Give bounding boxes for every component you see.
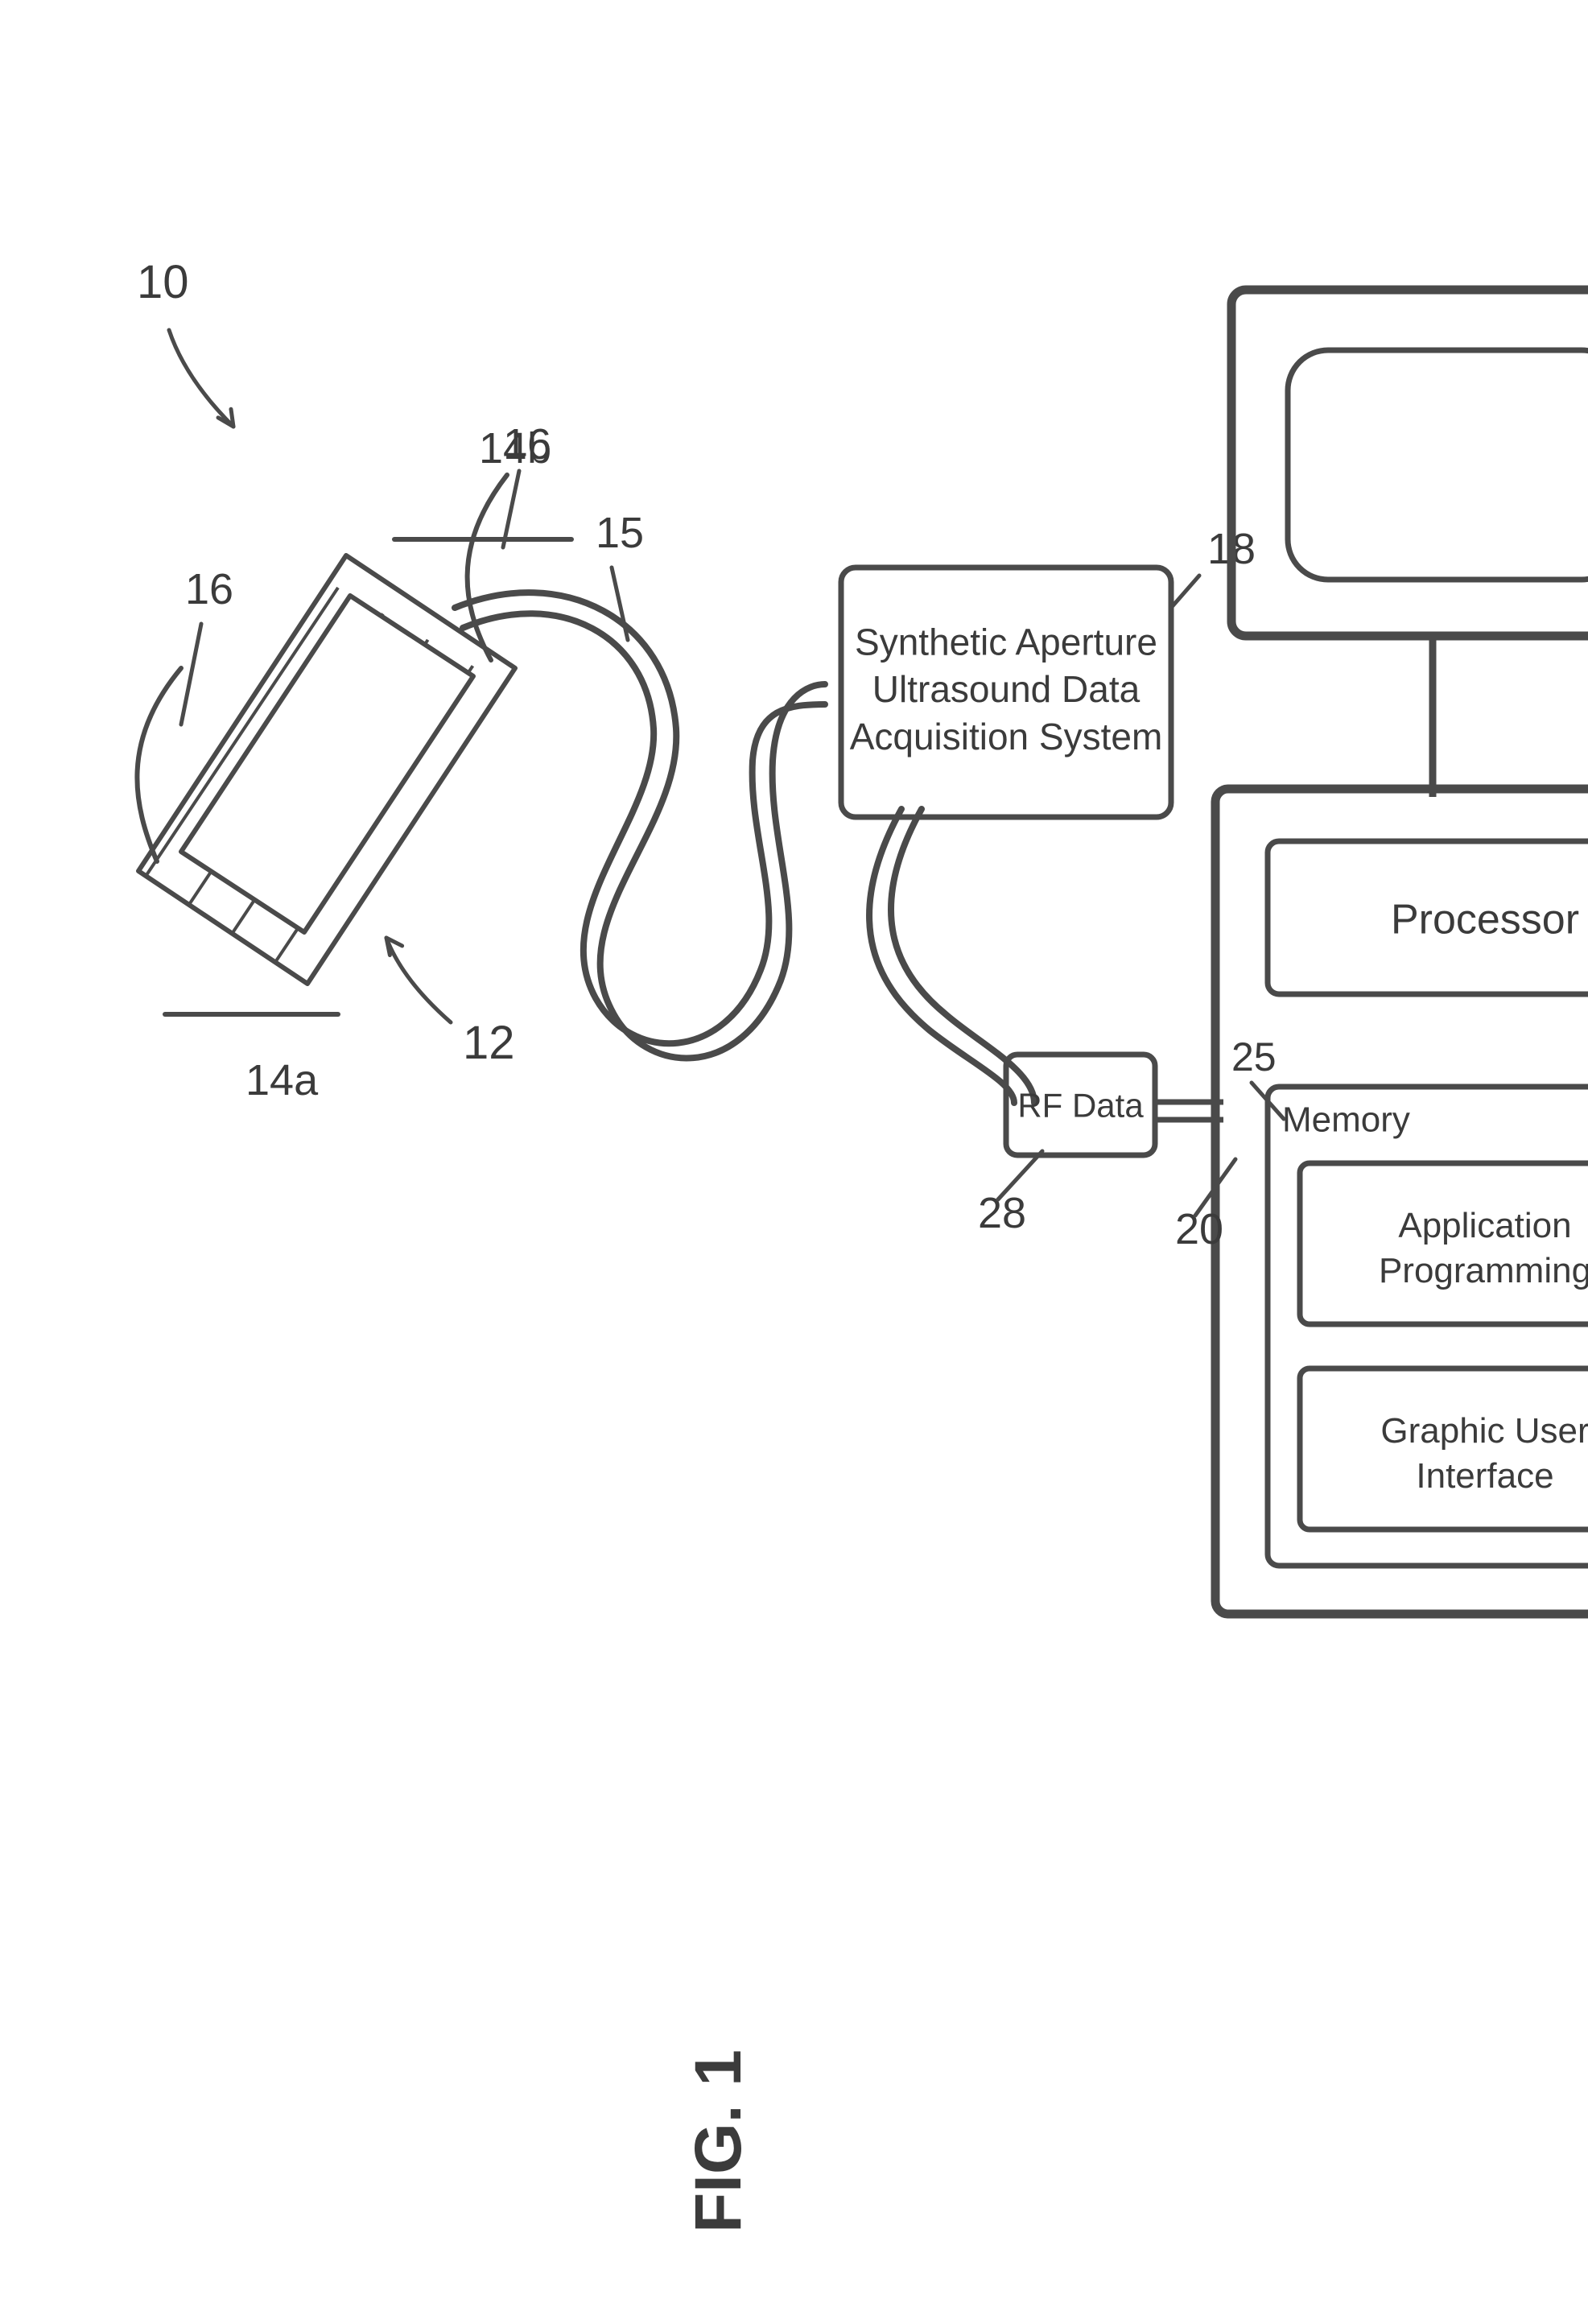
svg-text:12: 12 [463,1017,515,1069]
svg-text:10: 10 [137,256,189,308]
svg-text:Processor: Processor [1391,897,1579,943]
svg-text:Synthetic Aperture: Synthetic Aperture [855,621,1157,663]
svg-text:25: 25 [1231,1034,1277,1079]
svg-text:RF Data: RF Data [1017,1087,1144,1125]
svg-text:16: 16 [503,420,551,469]
svg-text:Programming: Programming [1379,1251,1588,1290]
svg-text:Acquisition System: Acquisition System [850,716,1163,757]
svg-text:Application: Application [1398,1206,1571,1245]
svg-text:14a: 14a [245,1056,319,1104]
svg-text:Interface: Interface [1416,1456,1553,1496]
svg-text:16: 16 [185,565,233,613]
svg-text:Memory: Memory [1282,1100,1410,1140]
svg-text:Graphic User: Graphic User [1380,1411,1588,1451]
svg-text:FIG. 1: FIG. 1 [682,2049,755,2233]
svg-text:15: 15 [596,509,644,557]
svg-text:Ultrasound Data: Ultrasound Data [872,668,1140,710]
